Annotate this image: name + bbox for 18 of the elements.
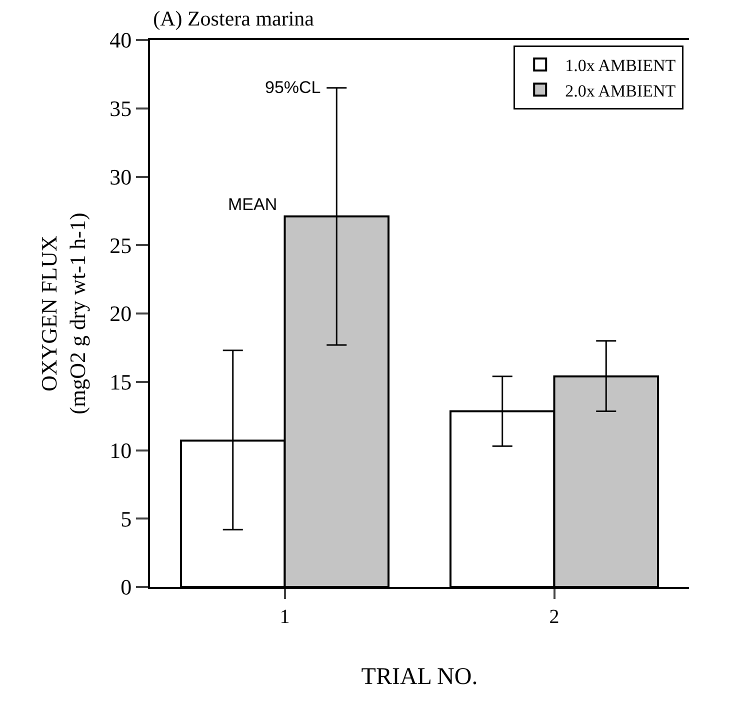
- annotation: MEAN: [228, 195, 278, 214]
- chart-title: (A) Zostera marina: [153, 6, 315, 30]
- x-tick-label: 1: [280, 606, 290, 628]
- legend-label: 2.0x AMBIENT: [565, 81, 676, 100]
- y-tick-label: 30: [110, 164, 132, 190]
- y-tick-label: 25: [110, 232, 132, 258]
- y-tick-label: 35: [110, 96, 132, 122]
- legend-label: 1.0x AMBIENT: [565, 56, 676, 76]
- y-tick-label: 0: [120, 574, 132, 600]
- y-tick-label: 20: [110, 301, 132, 326]
- y-tick-label: 40: [110, 28, 132, 53]
- x-axis-title: TRIAL NO.: [361, 664, 478, 690]
- x-tick-label: 2: [549, 606, 560, 628]
- y-tick-label: 10: [110, 438, 132, 463]
- y-axis-title: OXYGEN FLUX (mgO2 g dry wt-1 h-1): [36, 212, 90, 414]
- y-tick-label: 5: [120, 506, 132, 532]
- annotation: 95%CL: [265, 78, 321, 97]
- y-tick-label: 15: [110, 370, 132, 395]
